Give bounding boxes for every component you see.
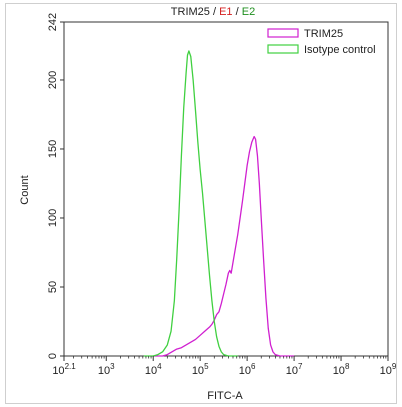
legend-swatch [267, 44, 299, 54]
series-line-isotype-control [143, 50, 238, 357]
title-part: E1 [219, 6, 232, 18]
y-tick-label: 50 [47, 281, 59, 293]
legend-label: TRIM25 [304, 28, 343, 40]
y-tick-label: 100 [47, 209, 59, 227]
title-part: TRIM25 [171, 6, 210, 18]
chart-title: TRIM25 / E1 / E2 [171, 6, 255, 18]
x-tick-label: 109 [380, 362, 397, 377]
legend-label: Isotype control [304, 44, 376, 56]
y-tick-label: 150 [47, 140, 59, 158]
legend: TRIM25 Isotype control [267, 28, 376, 56]
x-tick-label: 102.1 [52, 362, 76, 377]
y-tick-label: 242 [47, 13, 59, 31]
title-part: E2 [242, 6, 255, 18]
x-tick-label: 103 [98, 362, 115, 377]
x-axis: 102.1 103 104 105 106 107 108 109 [52, 356, 397, 377]
x-tick-label: 108 [333, 362, 350, 377]
x-tick-label: 105 [192, 362, 209, 377]
legend-swatch [267, 28, 299, 38]
y-tick-label: 0 [47, 353, 59, 359]
x-tick-label: 107 [286, 362, 303, 377]
x-axis-title: FITC-A [207, 390, 243, 402]
x-tick-label: 104 [145, 362, 162, 377]
title-part: / [210, 6, 219, 18]
chart-frame [5, 3, 397, 404]
plot-area [63, 21, 389, 357]
y-axis-title: Count [19, 175, 31, 204]
title-part: / [233, 6, 242, 18]
y-axis: 0 50 100 150 200 242 [47, 13, 64, 359]
y-tick-label: 200 [47, 71, 59, 89]
series-line-trim25 [153, 135, 295, 357]
series-layer [143, 50, 295, 357]
x-tick-label: 106 [239, 362, 256, 377]
